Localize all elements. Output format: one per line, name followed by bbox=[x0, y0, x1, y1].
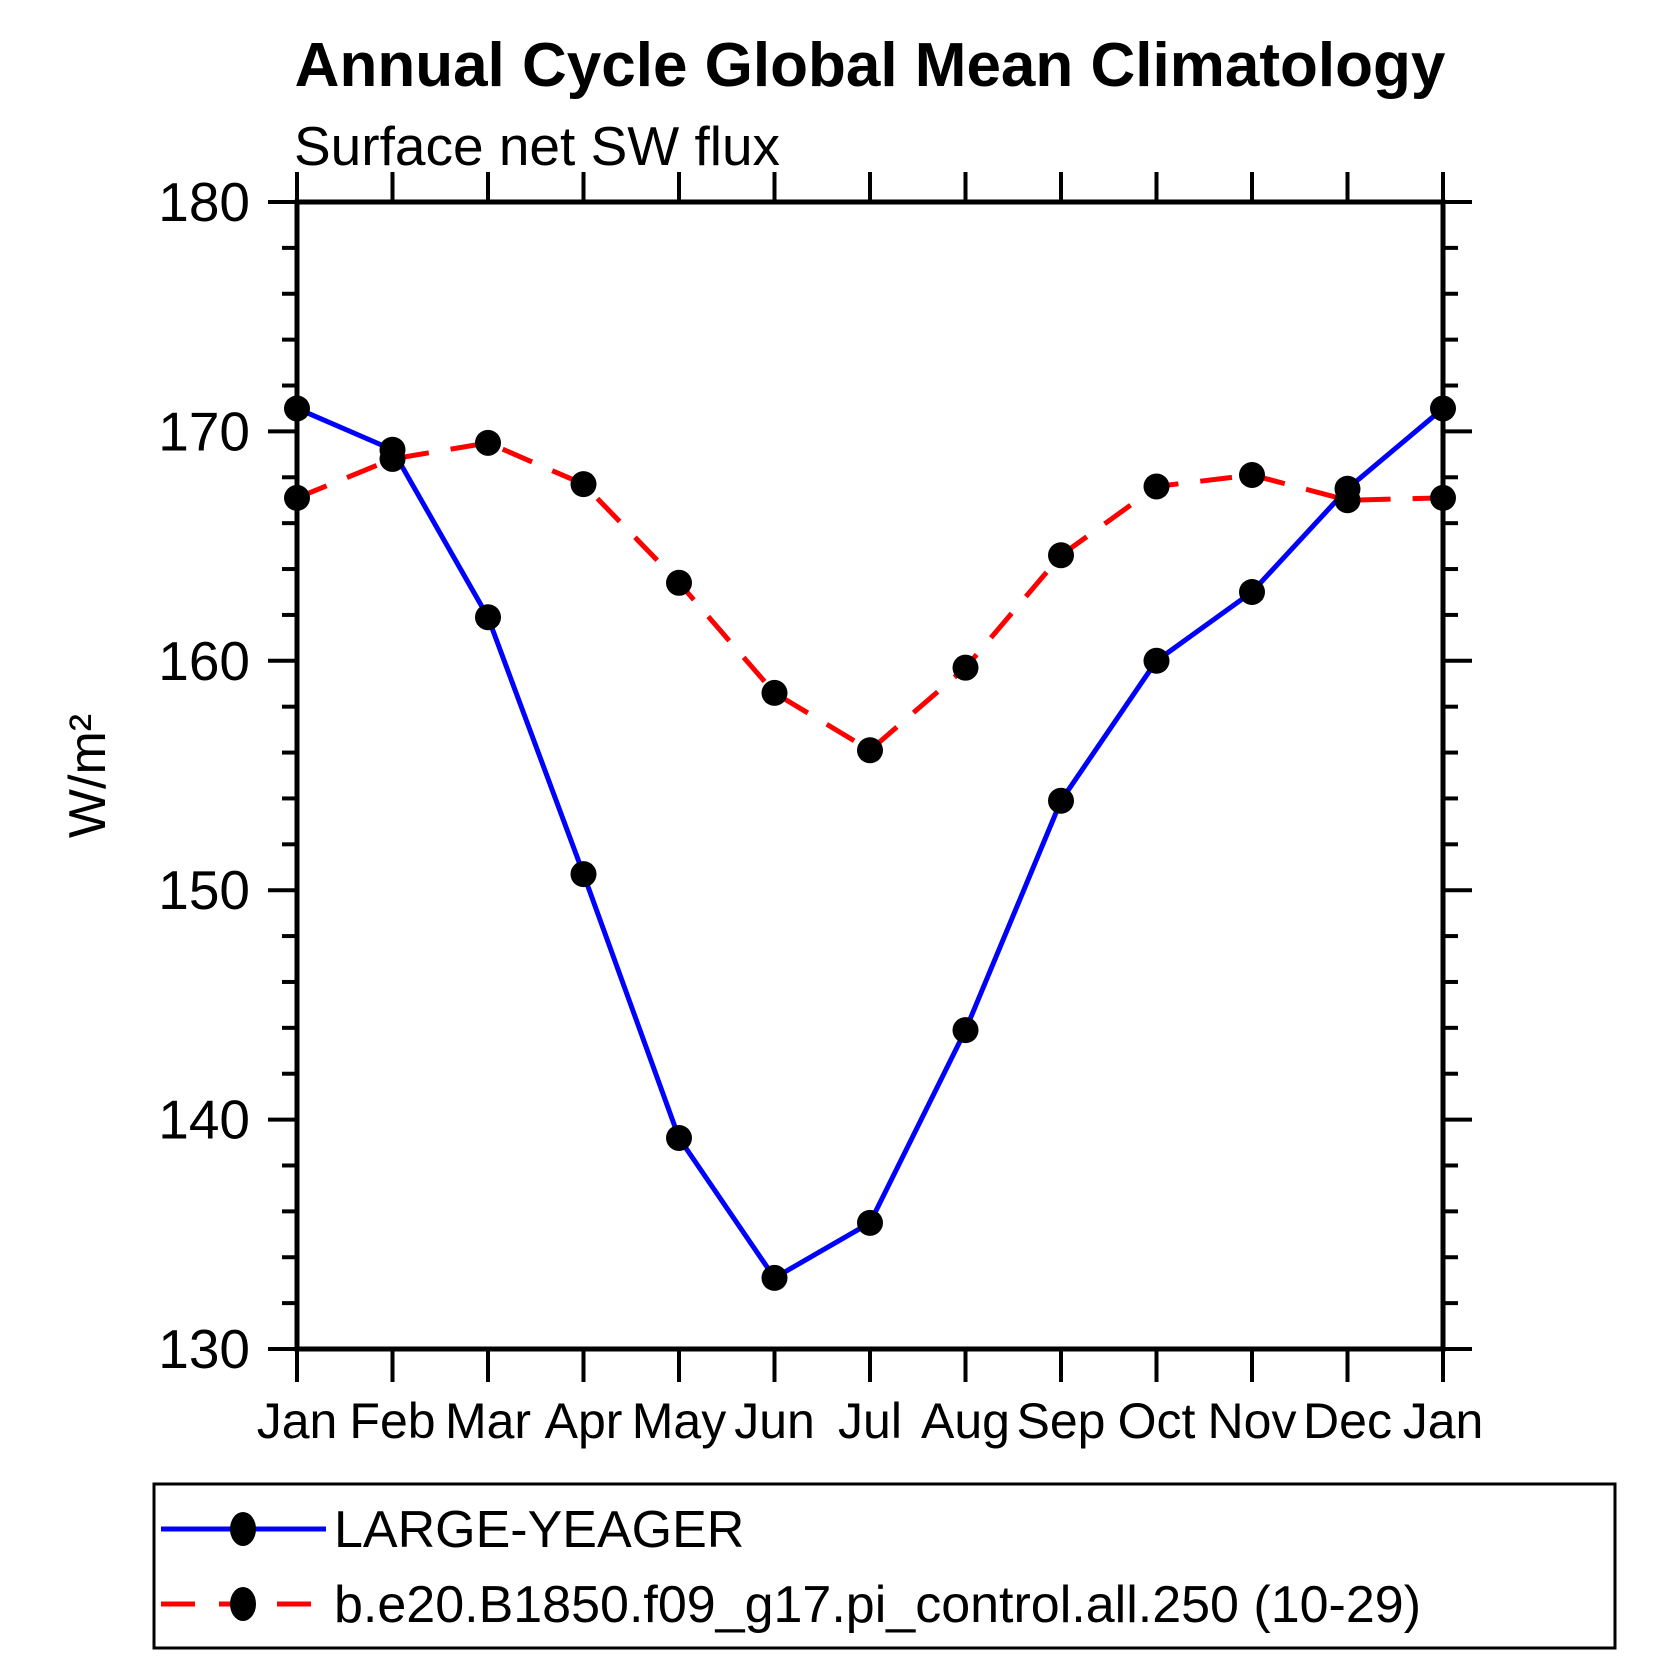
data-point bbox=[952, 1017, 979, 1044]
x-tick-label: Mar bbox=[445, 1393, 531, 1449]
data-point bbox=[1430, 484, 1456, 511]
data-point bbox=[284, 395, 310, 422]
x-tick-label: Oct bbox=[1118, 1393, 1196, 1449]
y-tick-label: 140 bbox=[158, 1089, 250, 1151]
series-line-0 bbox=[296, 406, 1445, 1282]
x-tick-label: Jan bbox=[1403, 1393, 1484, 1449]
data-point bbox=[761, 1264, 788, 1291]
plot-series bbox=[284, 395, 1456, 1291]
y-tick-label: 170 bbox=[158, 400, 250, 462]
data-point bbox=[857, 1209, 883, 1236]
x-tick-label: Aug bbox=[921, 1393, 1010, 1449]
data-point bbox=[1334, 487, 1361, 514]
y-tick-label: 130 bbox=[158, 1318, 250, 1380]
data-point bbox=[952, 654, 979, 681]
legend-marker bbox=[230, 1512, 256, 1546]
data-point bbox=[761, 679, 788, 706]
legend-entry-label: b.e20.B1850.f09_g17.pi_control.all.250 (… bbox=[334, 1576, 1421, 1634]
data-point bbox=[1239, 578, 1265, 605]
data-point bbox=[379, 445, 406, 472]
y-axis-label: W/m² bbox=[59, 714, 117, 838]
legend: LARGE-YEAGER b.e20.B1850.f09_g17.pi_contr… bbox=[152, 1482, 1617, 1650]
data-point bbox=[1048, 787, 1074, 814]
y-tick-label: 160 bbox=[158, 630, 250, 692]
data-point bbox=[666, 1124, 692, 1151]
data-point bbox=[570, 471, 597, 498]
data-point bbox=[475, 429, 501, 456]
x-tick-label: Jul bbox=[838, 1393, 902, 1449]
data-point bbox=[1430, 395, 1456, 422]
legend-marker bbox=[230, 1587, 256, 1621]
x-tick-label: Nov bbox=[1208, 1393, 1297, 1449]
x-tick-label: Jan bbox=[257, 1393, 338, 1449]
legend-entry-label: LARGE-YEAGER bbox=[334, 1501, 744, 1559]
legend-box bbox=[152, 1482, 1617, 1650]
y-tick-label: 180 bbox=[158, 171, 250, 233]
plot-frame bbox=[294, 199, 1446, 1352]
data-point bbox=[1143, 473, 1170, 500]
data-point bbox=[1239, 461, 1265, 488]
data-point bbox=[284, 484, 310, 511]
data-point bbox=[857, 737, 883, 764]
chart-subtitle: Surface net SW flux bbox=[294, 115, 780, 177]
legend-entry: b.e20.B1850.f09_g17.pi_control.all.250 (… bbox=[161, 1576, 1421, 1634]
legend-entry: LARGE-YEAGER bbox=[161, 1501, 744, 1559]
x-tick-label: Dec bbox=[1303, 1393, 1392, 1449]
plot-axes: Jan Feb Mar Apr May Jun Jul Aug Sep Oct Nov Dec Jan1… bbox=[158, 171, 1483, 1449]
data-point bbox=[570, 861, 597, 888]
x-tick-label: Apr bbox=[545, 1393, 623, 1449]
x-tick-label: Jun bbox=[734, 1393, 815, 1449]
x-tick-label: May bbox=[632, 1393, 726, 1449]
data-point bbox=[1048, 542, 1074, 569]
chart-title: Annual Cycle Global Mean Climatology bbox=[295, 31, 1446, 100]
data-point bbox=[1143, 647, 1170, 674]
y-tick-label: 150 bbox=[158, 859, 250, 921]
x-tick-label: Feb bbox=[349, 1393, 435, 1449]
series-line-1 bbox=[296, 440, 1444, 754]
x-tick-label: Sep bbox=[1017, 1393, 1106, 1449]
data-point bbox=[475, 604, 501, 631]
data-point bbox=[666, 569, 692, 596]
